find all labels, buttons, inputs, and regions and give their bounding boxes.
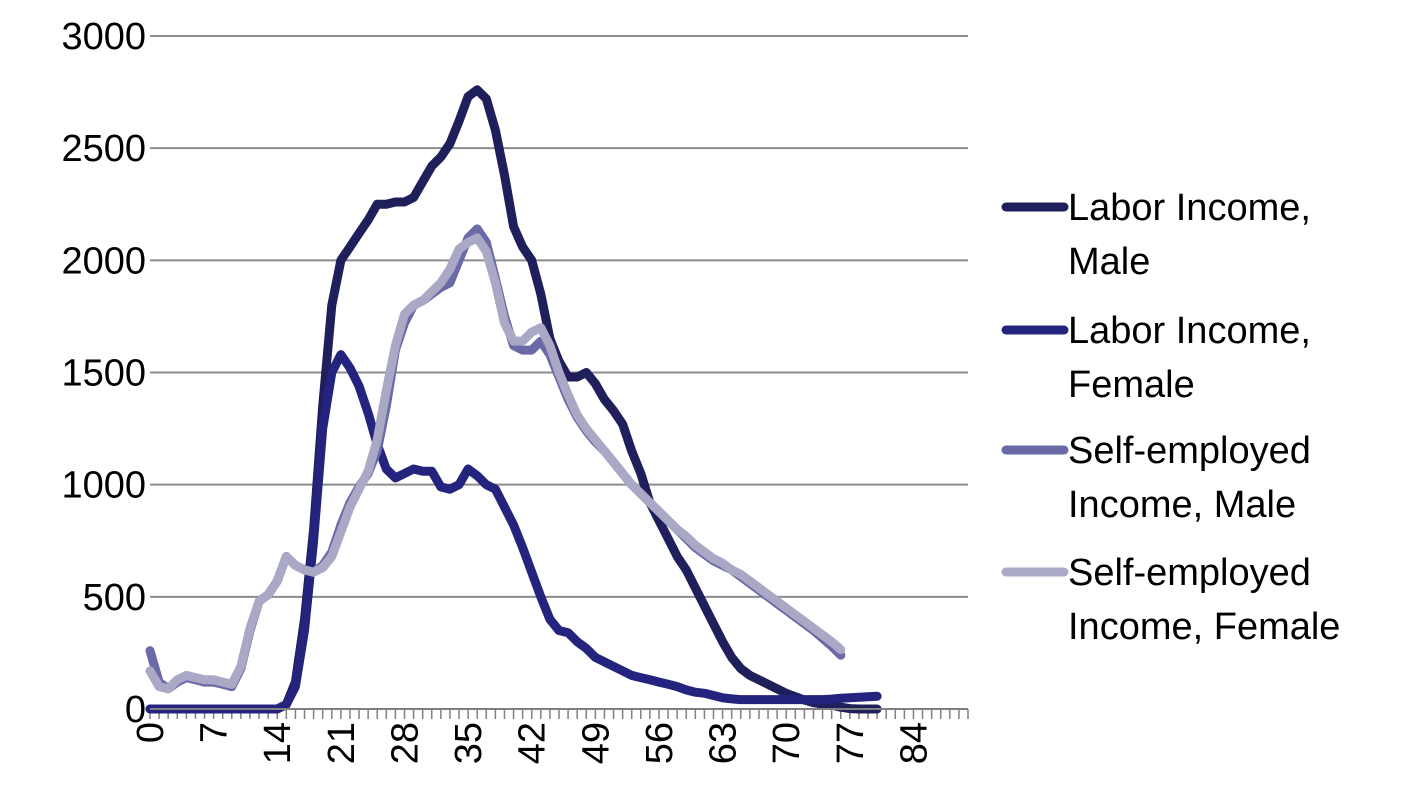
legend-item: Labor Income, Female <box>1001 310 1311 406</box>
y-axis-tick-labels: 0 500 1000 1500 2000 2500 3000 <box>61 16 146 731</box>
y-tick-label: 2000 <box>61 240 146 282</box>
legend-item: Self-employed Income, Female <box>1001 552 1340 648</box>
y-tick-label: 2500 <box>61 128 146 170</box>
x-tick-label: 63 <box>703 722 745 764</box>
legend-label: Labor Income, Female <box>1068 310 1311 406</box>
x-tick-label: 70 <box>766 722 808 764</box>
x-axis-tick-labels: 0 7 14 21 28 35 42 49 56 63 70 77 84 <box>130 722 935 764</box>
x-tick-label: 77 <box>830 722 872 764</box>
legend-label: Self-employed Income, Male <box>1068 430 1311 526</box>
x-tick-label: 84 <box>893 722 935 764</box>
x-tick-label: 56 <box>639 722 681 764</box>
series-line-1 <box>145 350 882 714</box>
gridlines <box>150 35 968 598</box>
legend: Labor Income, Male Labor Income, Female Self… <box>1001 187 1340 648</box>
legend-label: Self-employed Income, Female <box>1068 552 1340 648</box>
series-lines <box>145 85 882 714</box>
x-tick-label: 35 <box>448 722 490 764</box>
x-tick-label: 49 <box>575 722 617 764</box>
y-tick-label: 0 <box>125 689 146 731</box>
y-tick-label: 3000 <box>61 16 146 58</box>
legend-item: Self-employed Income, Male <box>1001 430 1311 526</box>
y-tick-label: 1000 <box>61 465 146 507</box>
series-line-0 <box>145 85 882 714</box>
x-tick-label: 0 <box>130 722 172 743</box>
y-tick-label: 500 <box>83 577 146 619</box>
x-tick-label: 28 <box>384 722 426 764</box>
series-line-3 <box>145 233 846 694</box>
plot-area <box>145 35 969 719</box>
x-tick-label: 21 <box>321 722 363 764</box>
y-tick-label: 1500 <box>61 353 146 395</box>
x-tick-label: 42 <box>512 722 554 764</box>
legend-label: Labor Income, Male <box>1068 187 1311 283</box>
x-tick-label: 7 <box>194 722 236 743</box>
x-tick-label: 14 <box>257 722 299 764</box>
legend-item: Labor Income, Male <box>1001 187 1311 283</box>
